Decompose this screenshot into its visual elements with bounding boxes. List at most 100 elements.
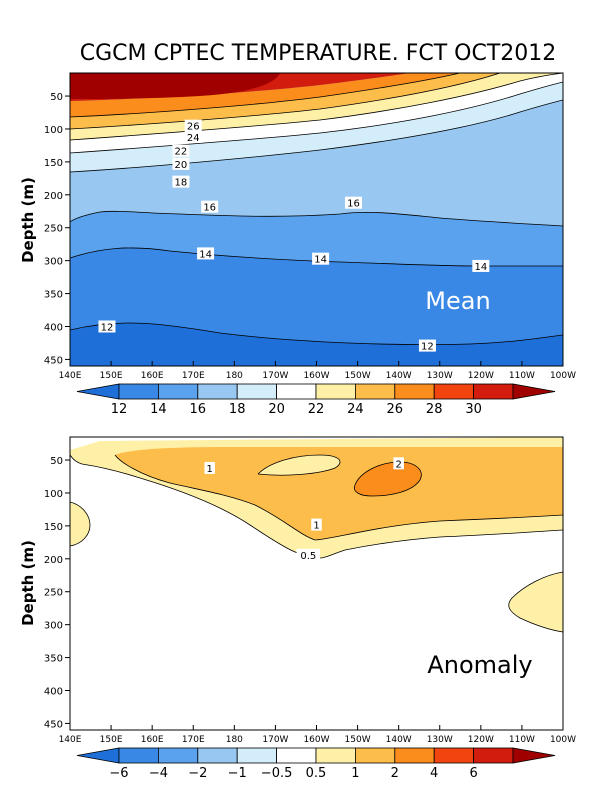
- mean-x-axis: 140E 150E 160E 170E 180 170W 160W 150W 140W 130W 1…: [59, 361, 576, 381]
- mean-isoline-26: [70, 73, 461, 118]
- colorbar-segment: [197, 383, 238, 400]
- x-tick-label: 170E: [182, 371, 205, 381]
- x-tick-label: 140E: [59, 371, 82, 381]
- colorbar-segment: [315, 747, 356, 764]
- anomaly-isoline-1: [114, 454, 563, 541]
- contour-label-box: [172, 175, 190, 188]
- x-tick-label: 150E: [100, 371, 123, 381]
- colorbar-left-arrow: [76, 747, 120, 764]
- mean-isoline-18: [70, 99, 563, 173]
- x-tick-label: 130W: [427, 371, 453, 381]
- mean-isoline-16: [70, 210, 563, 227]
- contour-label: 14: [474, 262, 487, 273]
- x-tick-label: 160W: [303, 371, 329, 381]
- colorbar-label: 18: [229, 402, 246, 417]
- colorbar-segment: [236, 747, 277, 764]
- contour-label-box: [344, 196, 362, 209]
- contour-label-box: [172, 144, 190, 157]
- colorbar-label: 4: [430, 766, 438, 781]
- colorbar-label: 0.5: [306, 766, 327, 781]
- chart-title: CGCM CPTEC TEMPERATURE. FCT OCT2012: [80, 41, 557, 66]
- anomaly-y-axis: 50 100 150 200 250 300 350 400 450: [44, 456, 70, 730]
- x-tick-label: 160E: [141, 735, 164, 745]
- y-tick-label: 250: [44, 224, 63, 235]
- x-tick-label: 100W: [550, 371, 576, 381]
- mean-band-26-28: [70, 73, 460, 117]
- y-tick-label: 400: [44, 322, 63, 333]
- y-tick-label: 50: [50, 456, 63, 467]
- colorbar-segment: [394, 747, 435, 764]
- contour-label-box: [172, 157, 190, 170]
- anomaly-x-axis: 140E 150E 160E 170E 180 170W 160W 150W 140W 130W 1…: [59, 725, 576, 745]
- contour-label-box: [201, 200, 219, 213]
- y-tick-label: 350: [44, 290, 63, 301]
- colorbar-segment: [354, 747, 396, 764]
- mean-contour-lines: [70, 73, 563, 345]
- colorbar-right-arrow: [512, 383, 556, 400]
- mean-isoline-20: [70, 81, 563, 154]
- colorbar-label: 20: [268, 402, 285, 417]
- x-tick-label: 100W: [550, 735, 576, 745]
- contour-label-box: [184, 130, 202, 143]
- colorbar-segment: [236, 383, 277, 400]
- contour-label: 18: [175, 178, 188, 189]
- colorbar-label: 22: [308, 402, 325, 417]
- contour-label: 16: [347, 199, 360, 210]
- y-tick-label: 150: [44, 158, 63, 169]
- colorbar-label: 14: [150, 402, 167, 417]
- contour-label: 2: [395, 459, 401, 470]
- contour-label: 14: [314, 255, 327, 266]
- contour-label: 0.5: [300, 551, 316, 562]
- colorbar-segment: [394, 383, 435, 400]
- x-tick-label: 140W: [386, 735, 412, 745]
- colorbar-right-arrow: [512, 747, 556, 764]
- y-tick-label: 50: [50, 92, 63, 103]
- x-tick-label: 140W: [386, 371, 412, 381]
- anomaly-isoline-0.5-left: [70, 501, 91, 547]
- contour-label: 12: [421, 342, 434, 353]
- mean-contour-fills: [70, 73, 563, 366]
- contour-label: 1: [313, 521, 319, 532]
- colorbar-label: 6: [469, 766, 477, 781]
- x-tick-label: 120W: [468, 735, 494, 745]
- colorbar-label: 26: [387, 402, 404, 417]
- x-tick-label: 170W: [262, 371, 288, 381]
- colorbar-segment: [157, 383, 199, 400]
- colorbar-segment: [473, 747, 514, 764]
- y-tick-label: 300: [44, 621, 63, 632]
- y-tick-label: 400: [44, 686, 63, 697]
- anomaly-isoline-2: [353, 461, 422, 497]
- mean-isoline-24: [70, 73, 501, 130]
- mean-panel-label: Mean: [425, 287, 490, 315]
- contour-label: 22: [175, 147, 188, 158]
- colorbar-label: 24: [347, 402, 364, 417]
- mean-isoline-22: [70, 73, 563, 141]
- anomaly-band-1-2: [115, 447, 563, 540]
- x-tick-label: 160E: [141, 371, 164, 381]
- colorbar-segment: [433, 383, 475, 400]
- x-tick-label: 170W: [262, 735, 288, 745]
- y-tick-label: 100: [44, 489, 63, 500]
- mean-colorbar: 12 14 16 18 20 22 24 26 28 30: [76, 383, 556, 417]
- contour-label-box: [311, 518, 322, 531]
- colorbar-label: 16: [190, 402, 207, 417]
- anomaly-y-axis-label: Depth (m): [19, 540, 37, 626]
- anomaly-isoline-0.5-right: [508, 571, 563, 633]
- x-tick-label: 110W: [509, 371, 535, 381]
- x-tick-label: 130W: [427, 735, 453, 745]
- mean-band-below-12: [70, 322, 563, 366]
- x-tick-label: 180: [226, 371, 243, 381]
- x-tick-label: 150W: [345, 735, 371, 745]
- contour-label-box: [184, 119, 202, 132]
- x-tick-label: 150W: [345, 371, 371, 381]
- anomaly-band-2-4: [354, 462, 422, 496]
- mean-band-24-26: [70, 73, 500, 129]
- anomaly-band-0.5-1-notch: [258, 455, 340, 476]
- anomaly-panel-label: Anomaly: [427, 651, 532, 679]
- anomaly-isoline-1-notch: [257, 454, 341, 476]
- mean-y-axis: 50 100 150 200 250 300 350 400 450: [44, 92, 70, 366]
- x-tick-label: 160W: [303, 735, 329, 745]
- colorbar-segment: [315, 383, 356, 400]
